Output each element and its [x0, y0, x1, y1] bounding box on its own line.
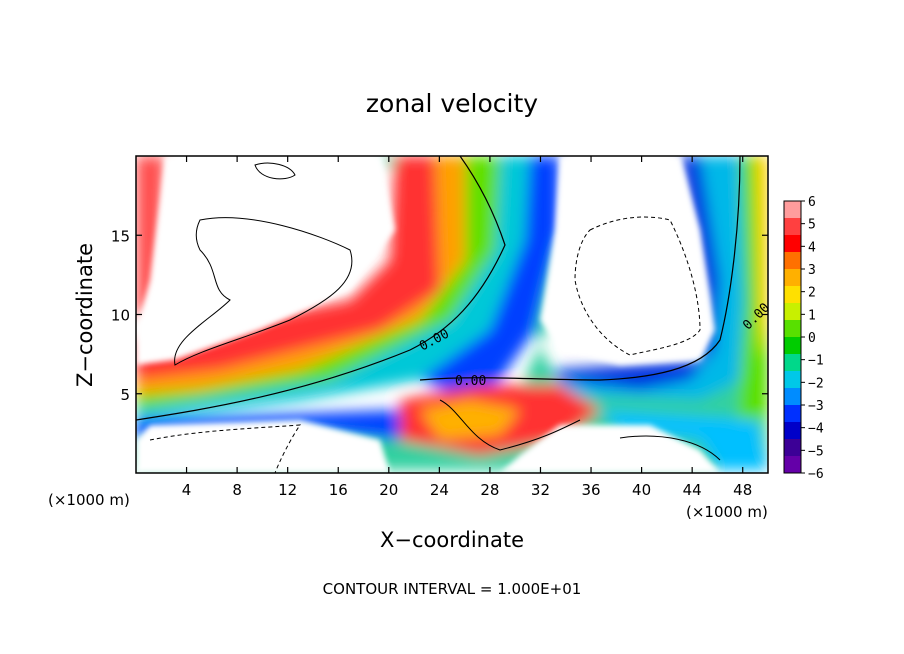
colorbar-swatch: [784, 235, 801, 253]
colorbar-tick-label: −1: [808, 354, 824, 369]
colorbar-swatch: [784, 456, 801, 474]
x-tick-label: 28: [480, 481, 499, 499]
colorbar-swatch: [784, 439, 801, 457]
y-axis-ticks: 5 10 15: [111, 227, 768, 404]
colorbar-tick-label: −4: [808, 422, 824, 437]
colorbar-swatch: [784, 286, 801, 304]
colorbar-tick-label: 0: [808, 331, 816, 346]
x-unit-left: (×1000 m): [48, 491, 130, 509]
heatmap-field: [136, 156, 768, 473]
colorbar-tick-label: −3: [808, 399, 824, 414]
x-tick-label: 32: [531, 481, 550, 499]
colorbar-tick-label: 1: [808, 308, 816, 323]
x-tick-label: 24: [430, 481, 449, 499]
x-unit-right: (×1000 m): [686, 503, 768, 521]
x-tick-label: 4: [182, 481, 192, 499]
x-tick-label: 48: [733, 481, 752, 499]
x-tick-label: 44: [683, 481, 702, 499]
colorbar-tick-label: −5: [808, 444, 824, 459]
colorbar-tick-label: 5: [808, 218, 816, 233]
contour-label: 0.00: [455, 374, 486, 389]
x-tick-label: 16: [329, 481, 348, 499]
x-tick-label: 36: [581, 481, 600, 499]
colorbar-swatch: [784, 422, 801, 440]
colorbar-swatch: [784, 303, 801, 321]
colorbar-swatch: [784, 201, 801, 219]
colorbar-swatch: [784, 337, 801, 355]
colorbar-tick-label: 2: [808, 286, 816, 301]
contour-interval-footer: CONTOUR INTERVAL = 1.000E+01: [323, 580, 582, 598]
colorbar-tick-label: 4: [808, 240, 816, 255]
x-axis-ticks: 4 8 12 16 20 24 28 32 36 40 44 48: [182, 156, 752, 499]
x-axis-label: X−coordinate: [380, 528, 524, 552]
x-tick-label: 40: [632, 481, 651, 499]
y-tick-label: 5: [120, 386, 130, 404]
colorbar-swatch: [784, 320, 801, 338]
colorbar-tick-label: −2: [808, 376, 824, 391]
colorbar: 6 5 4 3 2 1 0 −1 −2 −3 −4 −5 −6: [783, 195, 824, 482]
colorbar-swatch: [784, 354, 801, 372]
y-tick-label: 10: [111, 307, 130, 325]
colorbar-swatch: [784, 405, 801, 423]
x-tick-label: 12: [278, 481, 297, 499]
x-tick-label: 20: [379, 481, 398, 499]
y-tick-label: 15: [111, 227, 130, 245]
colorbar-tick-label: 6: [808, 195, 816, 210]
x-tick-label: 8: [232, 481, 242, 499]
colorbar-swatch: [784, 269, 801, 287]
colorbar-swatch: [784, 252, 801, 270]
colorbar-swatch: [784, 218, 801, 236]
colorbar-swatch: [784, 371, 801, 389]
chart-title: zonal velocity: [366, 89, 538, 118]
colorbar-tick-label: −6: [808, 467, 824, 482]
colorbar-swatch: [784, 388, 801, 406]
colorbar-tick-label: 3: [808, 263, 816, 278]
y-axis-label: Z−coordinate: [73, 243, 97, 387]
